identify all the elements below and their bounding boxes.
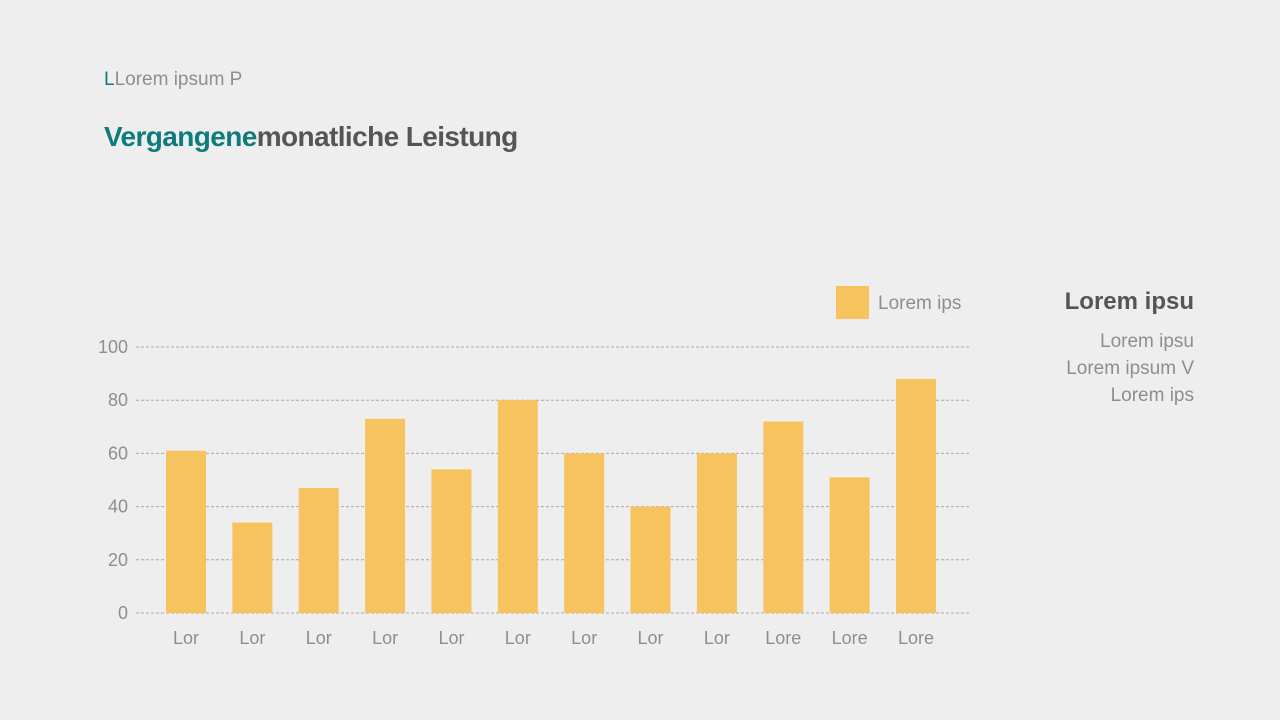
x-tick-label: Lore: [832, 628, 868, 648]
bar: [166, 450, 206, 613]
bar: [298, 487, 339, 613]
bar: [232, 522, 273, 613]
bar: [365, 418, 406, 613]
y-tick-label: 20: [108, 550, 128, 570]
x-tick-label: Lor: [173, 628, 199, 648]
slide-title: Vergangenemonatliche Leistung: [104, 121, 518, 153]
y-tick-label: 60: [108, 443, 128, 463]
side-line-1: Lorem ipsu: [1100, 331, 1194, 352]
bar: [829, 477, 870, 613]
y-tick-label: 100: [98, 337, 128, 357]
x-tick-label: Lor: [239, 628, 265, 648]
x-tick-label: Lor: [438, 628, 464, 648]
subtitle-accent-letter: L: [104, 69, 115, 90]
legend-swatch: [836, 286, 869, 319]
x-tick-label: Lore: [898, 628, 934, 648]
x-tick-label: Lor: [505, 628, 531, 648]
title-accent: Vergangene: [104, 121, 257, 152]
x-tick-label: Lor: [571, 628, 597, 648]
side-heading: Lorem ipsu: [1064, 288, 1194, 315]
bar: [564, 453, 605, 613]
y-tick-label: 80: [108, 390, 128, 410]
subtitle-text: Lorem ipsum P: [114, 69, 243, 90]
x-tick-label: Lore: [765, 628, 801, 648]
bar: [630, 506, 671, 613]
bar: [431, 469, 472, 613]
bar: [763, 421, 804, 613]
side-panel: Lorem ipsu Lorem ipsu Lorem ipsum V Lore…: [934, 288, 1194, 409]
slide-subtitle: LLorem ipsum P: [104, 69, 242, 91]
y-tick-label: 40: [108, 497, 128, 517]
x-tick-label: Lor: [372, 628, 398, 648]
side-line-2: Lorem ipsum V: [1066, 358, 1194, 379]
x-tick-label: Lor: [638, 628, 664, 648]
side-line-3: Lorem ips: [1110, 385, 1194, 406]
x-tick-label: Lor: [306, 628, 332, 648]
x-tick-label: Lor: [704, 628, 730, 648]
legend-label: Lorem ips: [878, 293, 961, 314]
y-tick-label: 0: [118, 603, 128, 623]
bar: [497, 400, 538, 613]
title-text: monatliche Leistung: [256, 121, 518, 152]
bar: [696, 453, 737, 613]
bar: [896, 378, 936, 613]
